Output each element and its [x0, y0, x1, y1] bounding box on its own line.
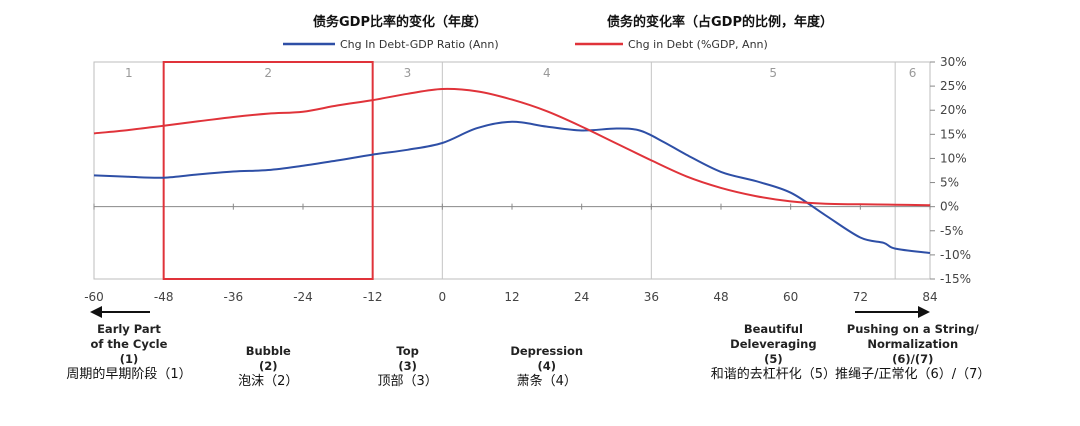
y-tick-label: 0%	[940, 200, 959, 214]
plot-area	[93, 61, 931, 280]
phase-label-en-line: Pushing on a String/	[846, 322, 979, 336]
phase-label-en-line: Depression	[510, 344, 584, 358]
phase-label-6: Pushing on a String/Normalization (6)/(7)…	[835, 322, 990, 382]
x-tick-label: -12	[363, 290, 383, 304]
series-line-0	[93, 120, 931, 254]
x-tick-label: 60	[783, 290, 798, 304]
y-tick-label: 25%	[940, 79, 967, 93]
phase-label-en-line: Bubble	[245, 344, 291, 358]
x-tick-label: 48	[713, 290, 728, 304]
series-line-1	[93, 87, 931, 207]
phase-label-en-line: (5)	[764, 352, 783, 366]
y-tick-label: 5%	[940, 176, 959, 190]
x-tick-label: 0	[439, 290, 447, 304]
phase-number: 6	[909, 66, 917, 80]
phase-number: 5	[769, 66, 777, 80]
phase-label-en-line: of the Cycle	[90, 337, 168, 351]
y-tick-label: 30%	[940, 55, 967, 69]
phase-number: 3	[404, 66, 412, 80]
y-tick-label: -5%	[940, 224, 963, 238]
phase-label-en-line: Normalization	[867, 337, 959, 351]
y-tick-label: 15%	[940, 127, 967, 141]
phase-number: 2	[264, 66, 272, 80]
legend-label-debt-gdp-ratio: Chg In Debt-GDP Ratio (Ann)	[340, 38, 499, 51]
phase-label-en-line: (6)/(7)	[892, 352, 934, 366]
legend-title-debt-change: 债务的变化率（占GDP的比例，年度）	[607, 14, 833, 30]
phase-label-en-line: Deleveraging	[730, 337, 817, 351]
x-tick-label: -24	[293, 290, 313, 304]
x-tick-label: -60	[84, 290, 104, 304]
x-tick-label: -48	[154, 290, 174, 304]
x-tick-label: 84	[922, 290, 937, 304]
x-axis: -60 -48 -36 -24 -12 0 12 24 36 48 60 72 84	[84, 290, 937, 304]
phase-label-en-line: Top	[396, 344, 419, 358]
phase-label-en-line: (2)	[259, 359, 278, 373]
phase-label-cn: 泡沫（2）	[238, 374, 299, 389]
phase-label-4: Depression (4) 萧条（4）	[510, 344, 583, 389]
phase-label-cn: 和谐的去杠杆化（5）	[710, 367, 837, 382]
x-tick-label: 12	[504, 290, 519, 304]
y-tick-label: -10%	[940, 248, 971, 262]
phase-label-1: Early Part of the Cycle (1) 周期的早期阶段（1）	[66, 322, 191, 382]
legend-title-debt-gdp-ratio: 债务GDP比率的变化（年度）	[313, 14, 487, 30]
x-tick-label: 24	[574, 290, 589, 304]
phase-label-cn: 顶部（3）	[377, 374, 438, 389]
phase-label-en-line: Beautiful	[743, 322, 803, 336]
phase-label-cn: 推绳子/正常化（6）/（7）	[835, 367, 991, 382]
phase-label-en-line: (1)	[119, 352, 139, 366]
phase-number: 1	[125, 66, 133, 80]
y-axis: 30% 25% 20% 15% 10% 5% 0% -5% -10% -15%	[930, 55, 971, 286]
legend-label-debt-change: Chg in Debt (%GDP, Ann)	[628, 38, 768, 51]
phase-numbers: 1 2 3 4 5 6	[125, 66, 916, 80]
phase-label-5: Beautiful Deleveraging (5) 和谐的去杠杆化（5）	[711, 322, 836, 382]
bubble-highlight-box	[162, 61, 374, 280]
y-tick-label: 20%	[940, 103, 967, 117]
phase-label-en-line: (4)	[537, 359, 556, 373]
phase-label-cn: 萧条（4）	[516, 374, 577, 389]
left-arrow-icon	[90, 306, 150, 318]
phase-label-2: Bubble (2) 泡沫（2）	[238, 344, 298, 389]
y-tick-label: -15%	[940, 272, 971, 286]
x-tick-label: 36	[644, 290, 659, 304]
phase-label-3: Top (3) 顶部（3）	[378, 344, 438, 389]
legend: 债务GDP比率的变化（年度） 债务的变化率（占GDP的比例，年度） Chg In…	[283, 14, 833, 51]
plot-frame	[93, 61, 931, 280]
phase-label-en-line: (3)	[398, 359, 417, 373]
y-tick-label: 10%	[940, 151, 967, 165]
x-tick-label: 72	[853, 290, 868, 304]
phase-label-cn: 周期的早期阶段（1）	[66, 367, 192, 382]
right-arrow-icon	[855, 306, 930, 318]
phase-number: 4	[543, 66, 551, 80]
x-tick-label: -36	[224, 290, 244, 304]
phase-label-en-line: Early Part	[97, 322, 161, 336]
